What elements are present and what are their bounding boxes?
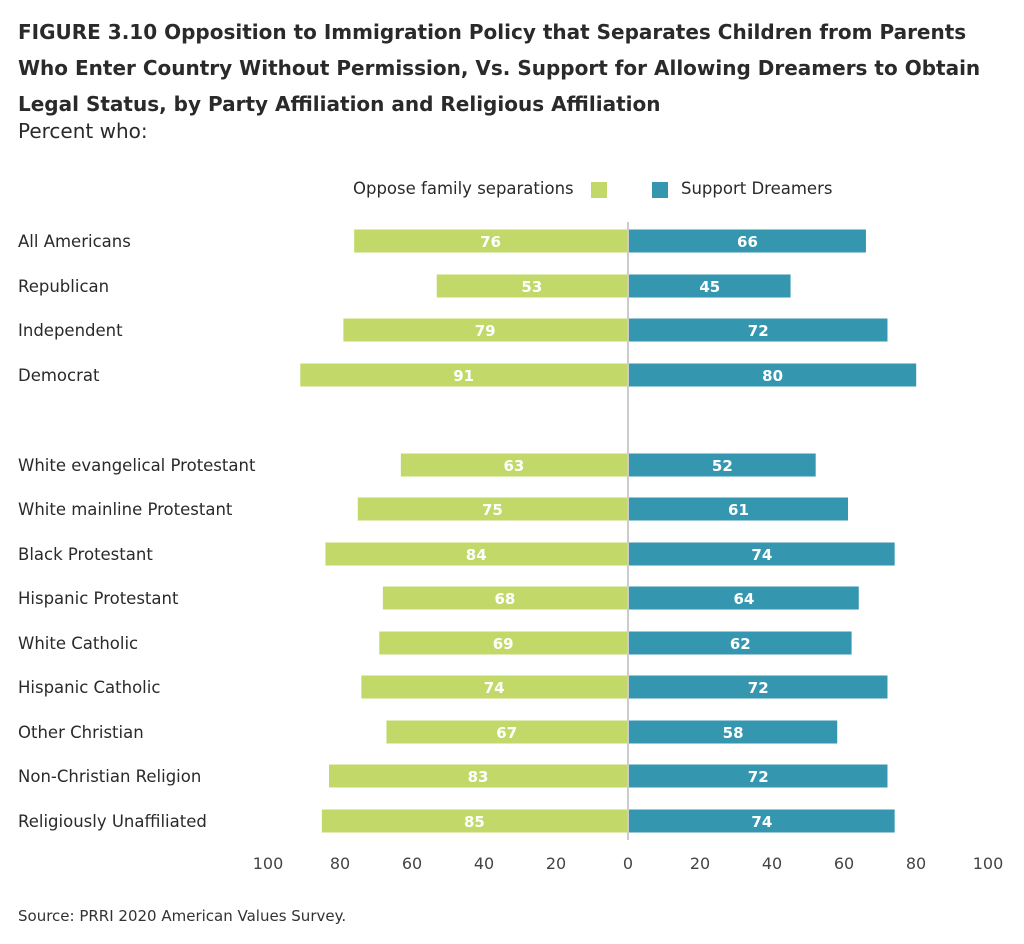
bar-oppose-democrat xyxy=(300,363,627,387)
x-tick-label: 60 xyxy=(402,854,422,873)
value-label-oppose-white-evangelical-protestant: 63 xyxy=(503,457,524,475)
category-label-other-christian: Other Christian xyxy=(18,723,144,742)
bar-support-black-protestant xyxy=(629,542,895,566)
value-label-oppose-republican: 53 xyxy=(521,278,542,296)
value-label-oppose-religiously-unaffiliated: 85 xyxy=(464,813,485,831)
value-label-support-democrat: 80 xyxy=(762,367,783,385)
x-tick-label: 40 xyxy=(762,854,782,873)
chart-subtitle: Percent who: xyxy=(18,119,148,143)
value-label-support-white-evangelical-protestant: 52 xyxy=(712,457,733,475)
x-tick-label: 100 xyxy=(973,854,1004,873)
bar-oppose-republican xyxy=(436,274,627,298)
bar-support-non-christian-religion xyxy=(629,764,888,788)
value-label-support-white-mainline-protestant: 61 xyxy=(728,501,749,519)
category-label-religiously-unaffiliated: Religiously Unaffiliated xyxy=(18,812,207,831)
bar-support-white-mainline-protestant xyxy=(629,497,848,521)
bar-support-hispanic-protestant xyxy=(629,586,859,610)
bar-support-hispanic-catholic xyxy=(629,675,888,699)
legend-label-oppose: Oppose family separations xyxy=(353,179,574,198)
value-label-oppose-independent: 79 xyxy=(475,322,496,340)
diverging-bar-chart: All Americans 76 66 Republican 53 45 Independe… xyxy=(18,222,1004,873)
value-label-support-hispanic-protestant: 64 xyxy=(733,590,754,608)
value-label-support-white-catholic: 62 xyxy=(730,635,751,653)
bar-oppose-non-christian-religion xyxy=(329,764,627,788)
category-label-democrat: Democrat xyxy=(18,366,100,385)
x-tick-label: 80 xyxy=(330,854,350,873)
value-label-support-other-christian: 58 xyxy=(723,724,744,742)
bar-oppose-all-americans xyxy=(354,229,627,253)
chart-title: FIGURE 3.10 Opposition to Immigration Po… xyxy=(18,20,981,116)
bar-oppose-hispanic-catholic xyxy=(361,675,627,699)
value-label-oppose-black-protestant: 84 xyxy=(466,546,487,564)
value-label-oppose-other-christian: 67 xyxy=(496,724,517,742)
value-label-support-non-christian-religion: 72 xyxy=(748,768,769,786)
x-tick-label: 80 xyxy=(906,854,926,873)
x-tick-label: 20 xyxy=(546,854,566,873)
bar-support-all-americans xyxy=(629,229,866,253)
value-label-oppose-non-christian-religion: 83 xyxy=(468,768,489,786)
category-label-hispanic-protestant: Hispanic Protestant xyxy=(18,589,179,608)
bar-support-republican xyxy=(629,274,791,298)
bar-oppose-independent xyxy=(343,318,627,342)
category-label-hispanic-catholic: Hispanic Catholic xyxy=(18,678,160,697)
category-label-independent: Independent xyxy=(18,321,123,340)
category-label-white-mainline-protestant: White mainline Protestant xyxy=(18,500,233,519)
bar-oppose-other-christian xyxy=(386,720,627,744)
value-label-oppose-white-mainline-protestant: 75 xyxy=(482,501,503,519)
bar-support-independent xyxy=(629,318,888,342)
legend-swatch-support xyxy=(652,182,668,198)
category-label-white-evangelical-protestant: White evangelical Protestant xyxy=(18,456,256,475)
bar-oppose-white-evangelical-protestant xyxy=(400,453,627,477)
value-label-oppose-all-americans: 76 xyxy=(480,233,501,251)
category-label-non-christian-religion: Non-Christian Religion xyxy=(18,767,201,786)
bar-oppose-religiously-unaffiliated xyxy=(321,809,627,833)
x-tick-label: 40 xyxy=(474,854,494,873)
category-label-republican: Republican xyxy=(18,277,109,296)
legend-label-support: Support Dreamers xyxy=(681,179,833,198)
legend-swatch-oppose xyxy=(591,182,607,198)
value-label-support-black-protestant: 74 xyxy=(751,546,772,564)
value-label-oppose-white-catholic: 69 xyxy=(493,635,514,653)
bar-oppose-black-protestant xyxy=(325,542,627,566)
value-label-support-hispanic-catholic: 72 xyxy=(748,679,769,697)
value-label-oppose-hispanic-catholic: 74 xyxy=(484,679,505,697)
value-label-support-independent: 72 xyxy=(748,322,769,340)
source-note: Source: PRRI 2020 American Values Survey… xyxy=(18,907,347,925)
x-tick-label: 60 xyxy=(834,854,854,873)
category-label-white-catholic: White Catholic xyxy=(18,634,138,653)
category-label-black-protestant: Black Protestant xyxy=(18,545,153,564)
value-label-support-religiously-unaffiliated: 74 xyxy=(751,813,772,831)
x-tick-label: 100 xyxy=(253,854,284,873)
bar-support-white-catholic xyxy=(629,631,852,655)
value-label-oppose-hispanic-protestant: 68 xyxy=(495,590,516,608)
bar-oppose-hispanic-protestant xyxy=(382,586,627,610)
value-label-oppose-democrat: 91 xyxy=(453,367,474,385)
bar-support-white-evangelical-protestant xyxy=(629,453,816,477)
value-label-support-republican: 45 xyxy=(699,278,720,296)
x-tick-label: 20 xyxy=(690,854,710,873)
bar-support-religiously-unaffiliated xyxy=(629,809,895,833)
x-tick-label: 0 xyxy=(623,854,633,873)
bar-support-other-christian xyxy=(629,720,838,744)
value-label-support-all-americans: 66 xyxy=(737,233,758,251)
bar-oppose-white-catholic xyxy=(379,631,627,655)
category-label-all-americans: All Americans xyxy=(18,232,131,251)
bar-oppose-white-mainline-protestant xyxy=(357,497,627,521)
bar-support-democrat xyxy=(629,363,917,387)
